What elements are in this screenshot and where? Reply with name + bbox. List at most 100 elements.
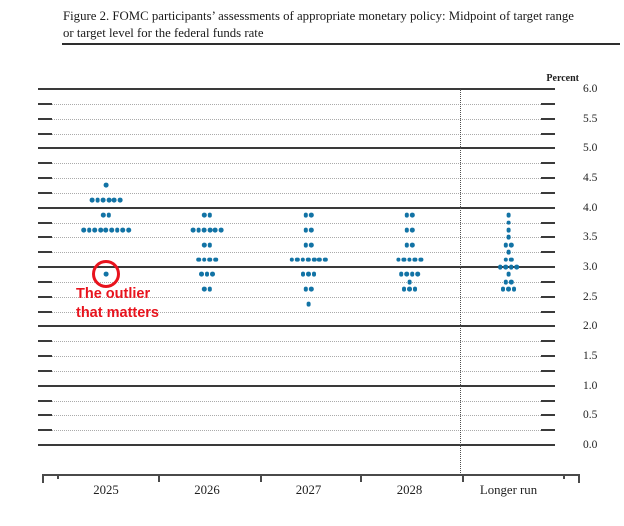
gridline-left-tick: [38, 102, 52, 105]
projection-dot: [212, 227, 218, 233]
dot-row-2027-2.625: [303, 286, 314, 292]
outlier-annotation-text: The outlier that matters: [76, 285, 159, 322]
x-axis-tick: [42, 474, 44, 483]
dot-row-2025-3.875: [100, 212, 112, 218]
y-tick-label-0.5: 0.5: [583, 409, 598, 422]
projection-dot: [508, 257, 514, 262]
gridline-left-tick: [38, 355, 52, 357]
projection-dot: [308, 242, 314, 248]
projection-dot: [401, 257, 407, 262]
projection-dot: [100, 197, 106, 203]
projection-dot: [412, 257, 418, 262]
dot-row-2028-3.625: [404, 227, 415, 233]
projection-dot: [303, 212, 309, 218]
gridline-2.25: [38, 311, 555, 313]
dot-row-2028-3.125: [395, 257, 424, 262]
gridline-right-tick: [541, 191, 555, 194]
projection-dot: [201, 212, 207, 218]
projection-dot: [506, 227, 511, 233]
projection-dot: [218, 227, 224, 233]
projection-dot: [503, 279, 509, 285]
projection-dot: [306, 257, 311, 262]
x-axis-tick: [578, 474, 580, 483]
gridline-5.00: [38, 147, 555, 150]
y-tick-label-2.5: 2.5: [583, 290, 598, 303]
projection-dot: [409, 227, 415, 233]
dot-row-2027-3.625: [303, 227, 314, 233]
gridline-0.25: [38, 430, 555, 432]
projection-dot: [303, 227, 309, 233]
projection-dot: [103, 227, 109, 233]
projection-dot: [210, 272, 215, 277]
projection-dot: [500, 286, 506, 292]
gridline-left-tick: [38, 414, 52, 417]
projection-dot: [289, 257, 295, 262]
dot-row-2028-3.375: [404, 242, 415, 248]
projection-dot: [207, 227, 213, 233]
gridline-left-tick: [38, 399, 52, 402]
projection-dot: [86, 227, 92, 233]
projection-dot: [308, 212, 314, 218]
projection-dot: [503, 264, 509, 270]
dot-row-longer-run-2.875: [506, 272, 511, 277]
projection-dot: [81, 227, 87, 233]
projection-dot: [207, 286, 213, 292]
x-axis-label-2027: 2027: [295, 483, 322, 497]
x-axis-label-2026: 2026: [194, 483, 220, 497]
projection-dot: [199, 272, 204, 277]
y-axis-unit-label: Percent: [546, 73, 579, 84]
x-axis-label-2025: 2025: [93, 483, 119, 497]
dot-row-longer-run-2.625: [500, 286, 517, 292]
gridline-0.00: [38, 444, 555, 446]
projection-dot: [100, 212, 106, 218]
projection-dot: [306, 272, 311, 277]
dot-row-longer-run-3.875: [506, 212, 511, 218]
gridline-1.50: [38, 356, 555, 357]
projection-dot: [201, 227, 207, 233]
projection-dot: [201, 242, 207, 248]
projection-dot: [511, 286, 517, 292]
gridline-left-tick: [38, 340, 52, 343]
projection-dot: [120, 227, 126, 233]
projection-dot: [201, 286, 207, 292]
projection-dot: [300, 272, 306, 277]
x-axis-tick: [360, 474, 362, 482]
gridline-2.50: [38, 296, 555, 298]
projection-dot: [201, 257, 207, 262]
gridline-left-tick: [38, 429, 52, 432]
gridline-4.75: [38, 163, 555, 165]
figure-title: Figure 2. FOMC participants’ assessments…: [63, 8, 619, 41]
gridline-1.75: [38, 341, 555, 343]
longer-run-separator: [460, 89, 461, 475]
gridline-1.25: [38, 370, 555, 372]
gridline-3.50: [38, 237, 555, 239]
gridline-left-tick: [38, 132, 52, 135]
gridline-0.75: [38, 400, 555, 402]
projection-dot: [508, 242, 514, 248]
dot-row-2028-2.875: [398, 272, 421, 277]
dot-row-longer-run-2.75: [503, 279, 514, 285]
dot-row-2025-4.375: [103, 183, 109, 188]
projection-dot: [412, 286, 418, 292]
title-rule: [62, 43, 620, 45]
gridline-right-tick: [541, 295, 555, 298]
projection-dot: [395, 257, 401, 262]
dot-row-2028-2.75: [407, 279, 412, 285]
projection-dot: [311, 272, 317, 277]
dot-row-2027-3.375: [303, 242, 314, 248]
y-tick-label-5.5: 5.5: [583, 112, 598, 125]
gridline-right-tick: [541, 429, 555, 432]
projection-dot: [407, 257, 412, 262]
dot-row-longer-run-3.625: [506, 227, 511, 233]
dot-row-2028-2.625: [401, 286, 418, 292]
projection-dot: [404, 272, 410, 277]
gridline-right-tick: [541, 369, 555, 372]
dot-row-longer-run-3.125: [503, 257, 514, 262]
projection-dot: [497, 264, 503, 270]
projection-dot: [322, 257, 328, 262]
projection-dot: [506, 249, 511, 255]
dot-row-2026-2.625: [201, 286, 213, 292]
projection-dot: [407, 286, 412, 292]
dot-row-2026-2.875: [199, 272, 215, 277]
gridline-5.75: [38, 103, 555, 105]
